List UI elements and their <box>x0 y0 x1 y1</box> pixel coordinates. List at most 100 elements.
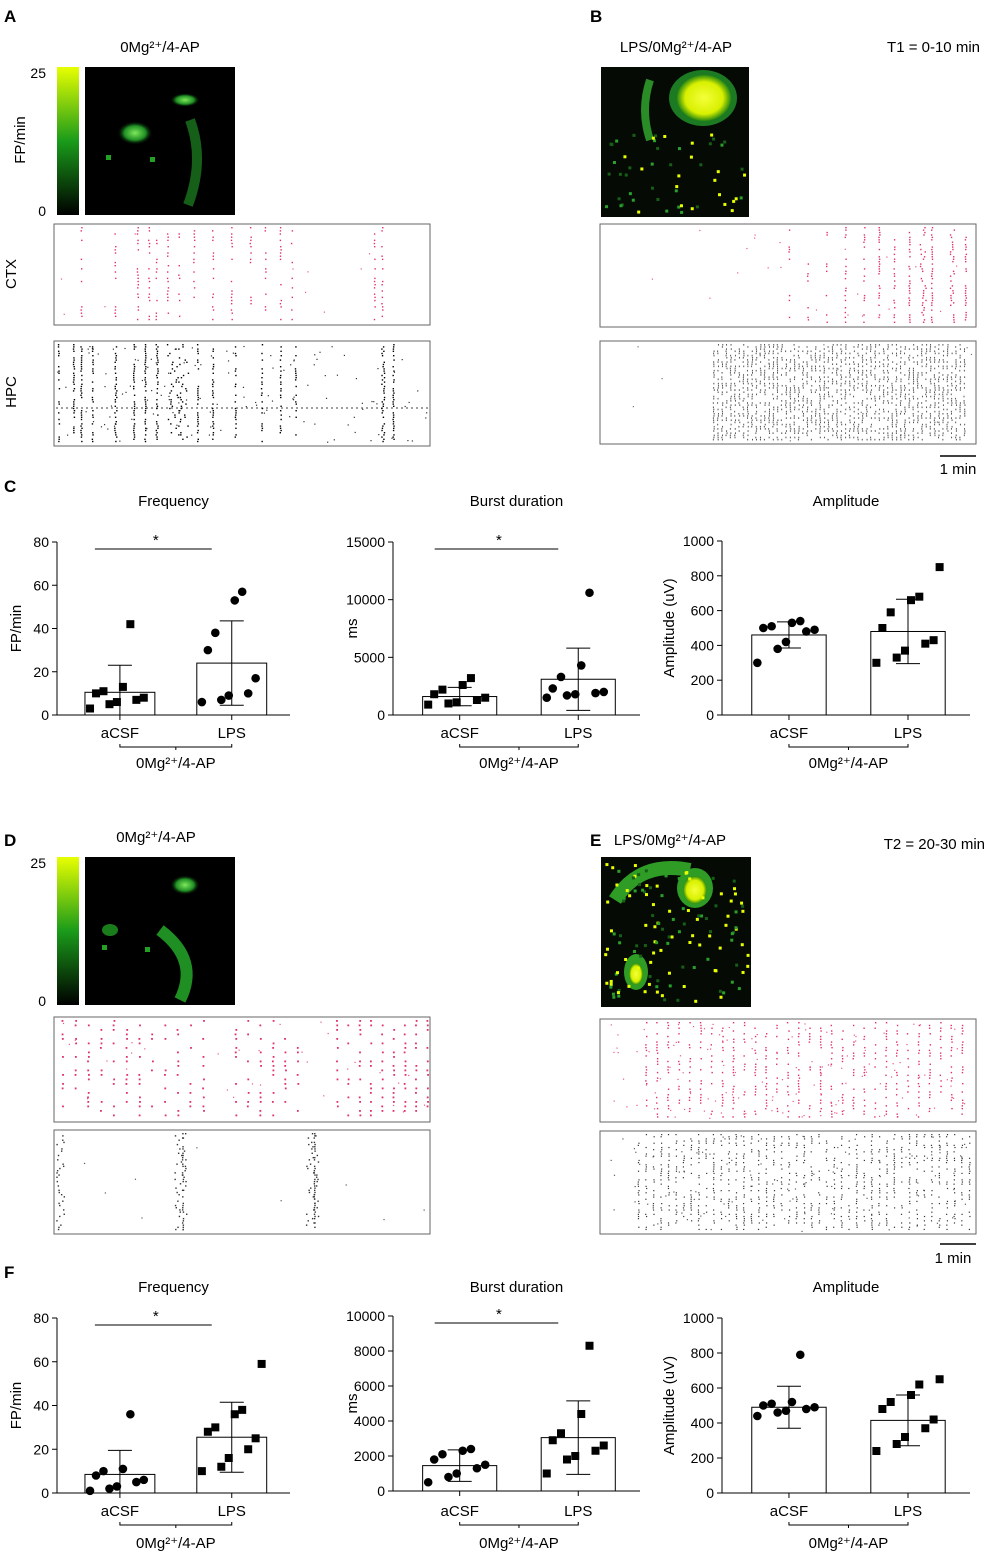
spike <box>776 436 778 439</box>
spike <box>939 1038 942 1041</box>
spike <box>815 412 817 415</box>
spike <box>637 1162 640 1164</box>
spike <box>673 1044 675 1046</box>
spike <box>725 363 727 365</box>
spike <box>667 1022 669 1024</box>
spike <box>743 1215 745 1218</box>
spike <box>622 1078 625 1080</box>
spike <box>868 1209 870 1211</box>
spike <box>953 1188 955 1191</box>
spike <box>930 275 933 277</box>
spike <box>969 1162 971 1164</box>
spike <box>855 1218 858 1220</box>
spike <box>703 1212 705 1215</box>
spike <box>823 395 825 398</box>
spike <box>235 1038 238 1040</box>
spike <box>653 1168 655 1170</box>
spike <box>776 1110 779 1113</box>
spike <box>887 419 889 422</box>
spike <box>942 359 944 361</box>
spike <box>675 1209 677 1211</box>
spike <box>938 387 940 389</box>
spike <box>904 346 906 348</box>
spike <box>962 1030 964 1032</box>
spike <box>115 423 117 425</box>
spike <box>760 361 762 363</box>
spike <box>934 367 936 370</box>
spike <box>125 1068 128 1070</box>
spike <box>879 1149 881 1151</box>
spike <box>250 296 252 299</box>
spike <box>751 395 753 398</box>
spike <box>137 293 139 295</box>
spike <box>763 354 765 357</box>
spike <box>857 369 859 372</box>
spike <box>925 299 927 302</box>
spike <box>660 1196 662 1198</box>
spike <box>58 403 60 405</box>
spike <box>115 246 117 248</box>
spike <box>717 344 719 346</box>
spike <box>764 376 766 378</box>
spike <box>845 234 847 236</box>
heat-pixel <box>723 202 727 206</box>
spike <box>100 1101 103 1103</box>
spike <box>211 394 214 396</box>
spike <box>713 419 715 422</box>
spike <box>863 1052 865 1054</box>
spike <box>193 296 195 299</box>
heat-pixel <box>677 147 681 151</box>
spike <box>883 408 885 411</box>
spike <box>187 425 189 427</box>
spike <box>891 397 893 400</box>
spike <box>818 1142 820 1144</box>
spike <box>347 1114 350 1117</box>
spike <box>80 258 83 261</box>
spike <box>345 1184 347 1186</box>
spike <box>185 1167 187 1170</box>
spike <box>794 367 796 370</box>
spike <box>678 1099 681 1101</box>
spike <box>637 1215 640 1218</box>
spike <box>788 1166 790 1168</box>
spike <box>836 425 838 428</box>
spike <box>235 1114 238 1117</box>
spike <box>656 1041 658 1043</box>
spike <box>788 299 791 302</box>
spike <box>925 391 927 394</box>
spike <box>178 381 180 383</box>
spike <box>781 400 783 402</box>
spike <box>646 1187 648 1190</box>
spike <box>891 384 893 387</box>
spike <box>828 404 830 406</box>
heat-pixel <box>688 877 692 881</box>
spike <box>891 387 893 389</box>
spike <box>768 362 770 364</box>
spike <box>909 239 911 241</box>
spike <box>710 1082 713 1085</box>
spike <box>865 387 867 389</box>
spike <box>781 393 783 396</box>
spike <box>189 1105 192 1108</box>
spike <box>785 430 787 432</box>
spike <box>393 427 395 429</box>
spike <box>645 1153 648 1155</box>
spike <box>900 400 902 402</box>
spike <box>955 436 957 439</box>
spike <box>788 1220 790 1222</box>
spike <box>820 1094 822 1096</box>
spike <box>247 1101 250 1103</box>
heat-pixel <box>734 197 738 201</box>
spike <box>722 1041 724 1043</box>
spike <box>713 412 715 415</box>
data-point <box>562 691 572 700</box>
spike <box>92 361 94 363</box>
spike <box>841 1138 843 1140</box>
spike <box>819 1041 822 1043</box>
spike <box>656 1058 659 1060</box>
spike <box>747 430 749 432</box>
spike <box>857 352 859 355</box>
spike <box>759 367 761 370</box>
spike <box>964 423 966 426</box>
heat-pixel <box>695 917 699 921</box>
